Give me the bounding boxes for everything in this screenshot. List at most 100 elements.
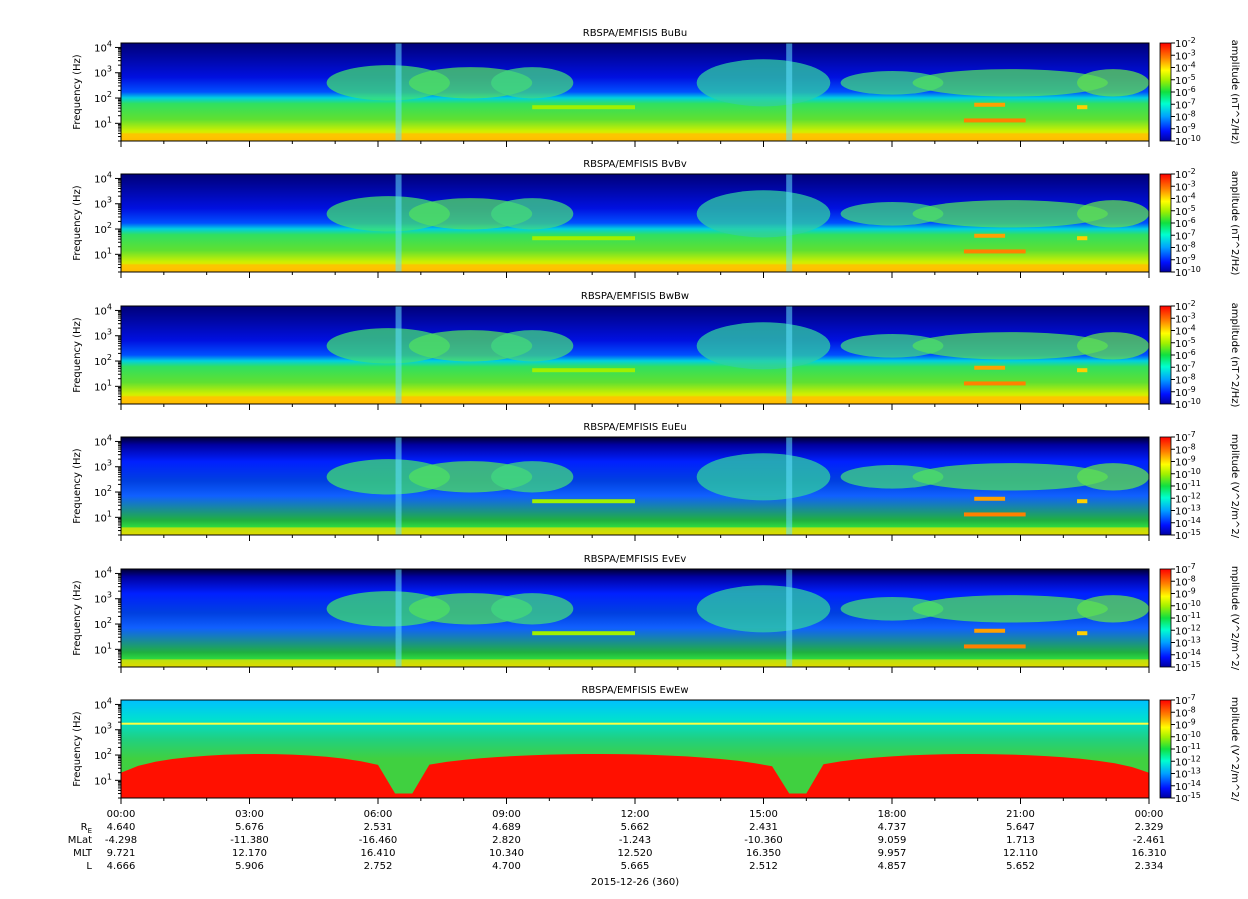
ephemeris-label: MLat <box>68 835 92 846</box>
y-tick-label: 104 <box>94 170 112 185</box>
emission-band <box>840 465 944 489</box>
y-tick-label: 101 <box>94 509 112 524</box>
emission-line <box>1077 631 1088 636</box>
panel-0: RBSPA/EMFISIS BuBu Frequency (Hz) 101 102 10… <box>72 28 1240 148</box>
colorbar-tick-label: 10-15 <box>1175 660 1201 674</box>
ephemeris-value: -2.461 <box>1133 835 1165 846</box>
panel-2: RBSPA/EMFISIS BwBw Frequency (Hz) 101 102 10… <box>72 291 1240 411</box>
emission-band <box>326 328 450 364</box>
x-tick-label: 18:00 <box>878 809 907 820</box>
emission-band <box>1077 595 1149 623</box>
saturated-region <box>121 754 1149 798</box>
ephemeris-value: 4.640 <box>107 822 136 833</box>
emission-band <box>840 334 944 358</box>
low-frequency-band <box>121 396 1149 404</box>
ephemeris-value: 9.059 <box>878 835 907 846</box>
panel-title: RBSPA/EMFISIS EuEu <box>583 422 686 433</box>
y-tick-label: 104 <box>94 433 112 448</box>
ephemeris-value: 2.752 <box>364 861 393 872</box>
y-axis-label: Frequency (Hz) <box>72 185 83 261</box>
emission-line <box>532 368 635 373</box>
low-frequency-band <box>121 264 1149 272</box>
ephemeris-value: 4.737 <box>878 822 907 833</box>
emission-band <box>912 332 1108 360</box>
emission-band <box>491 198 574 230</box>
emission-band <box>912 595 1108 623</box>
emission-line <box>1077 236 1088 241</box>
x-tick-label: 00:00 <box>107 809 136 820</box>
panel-title: RBSPA/EMFISIS EvEv <box>584 554 687 565</box>
perigee-spike <box>395 569 402 667</box>
emission-band <box>1077 463 1149 491</box>
colorbar-tick-label: 10-15 <box>1175 791 1201 805</box>
emission-band <box>840 202 944 226</box>
y-tick-label: 104 <box>94 565 112 580</box>
colorbar <box>1159 436 1172 536</box>
emission-band <box>696 453 831 501</box>
perigee-spike <box>395 174 402 272</box>
emission-band <box>491 67 574 99</box>
emission-line <box>963 381 1026 386</box>
y-axis-label: Frequency (Hz) <box>72 448 83 524</box>
ephemeris-label: MLT <box>73 848 93 859</box>
perigee-spike <box>786 306 793 404</box>
emission-band <box>696 190 831 238</box>
y-tick-label: 103 <box>94 196 112 211</box>
y-tick-label: 104 <box>94 302 112 317</box>
colorbar-label: amplitude (nT^2/Hz) <box>1229 171 1240 276</box>
emission-line <box>532 499 635 504</box>
emission-band <box>326 65 450 101</box>
low-frequency-band <box>121 527 1149 535</box>
y-tick-label: 101 <box>94 115 112 130</box>
ephemeris-value: 9.957 <box>878 848 907 859</box>
y-tick-label: 102 <box>94 221 112 236</box>
panel-4: RBSPA/EMFISIS EvEv Frequency (Hz) 101 102 10… <box>72 554 1240 674</box>
emission-band <box>696 59 831 107</box>
emission-line <box>532 105 635 110</box>
y-axis-label: Frequency (Hz) <box>72 711 83 787</box>
panel-1: RBSPA/EMFISIS BvBv Frequency (Hz) 101 102 10… <box>72 159 1240 279</box>
emission-band <box>491 593 574 625</box>
ephemeris-value: 2.431 <box>749 822 778 833</box>
emission-line <box>963 249 1026 254</box>
x-tick-label: 15:00 <box>749 809 778 820</box>
ephemeris-value: 9.721 <box>107 848 136 859</box>
perigee-spike <box>786 174 793 272</box>
emission-band <box>912 200 1108 228</box>
y-tick-label: 101 <box>94 246 112 261</box>
y-tick-label: 103 <box>94 722 112 737</box>
emission-line <box>121 722 1149 725</box>
emission-line <box>1077 368 1088 373</box>
colorbar <box>1159 699 1172 799</box>
perigee-spike <box>395 43 402 141</box>
emission-line <box>974 628 1006 633</box>
ephemeris-value: 4.857 <box>878 861 907 872</box>
colorbar-tick-label: 10-10 <box>1175 397 1201 411</box>
y-tick-label: 102 <box>94 747 112 762</box>
emission-band <box>326 196 450 232</box>
ephemeris-value: 5.906 <box>235 861 264 872</box>
panel-title: RBSPA/EMFISIS BvBv <box>583 159 687 170</box>
emission-line <box>974 102 1006 107</box>
ephemeris-value: 16.410 <box>361 848 396 859</box>
emission-line <box>963 512 1026 517</box>
ephemeris-value: 1.713 <box>1006 835 1035 846</box>
ephemeris-label: RE <box>81 822 92 835</box>
colorbar-label: mplitude (V^2/m^2/ <box>1229 434 1240 539</box>
emission-line <box>1077 499 1088 504</box>
ephemeris-value: 12.520 <box>618 848 653 859</box>
y-tick-label: 102 <box>94 484 112 499</box>
panel-5: RBSPA/EMFISIS EwEw Frequency (Hz) 101 102 10… <box>72 685 1240 805</box>
ephemeris-value: -1.243 <box>619 835 651 846</box>
ephemeris-value: 16.350 <box>746 848 781 859</box>
ephemeris-value: 4.689 <box>492 822 521 833</box>
emission-band <box>491 330 574 362</box>
x-tick-label: 12:00 <box>621 809 650 820</box>
colorbar <box>1159 173 1172 273</box>
colorbar <box>1159 42 1172 142</box>
y-tick-label: 101 <box>94 772 112 787</box>
ephemeris-value: -10.360 <box>744 835 783 846</box>
perigee-spike <box>786 43 793 141</box>
y-tick-label: 103 <box>94 328 112 343</box>
